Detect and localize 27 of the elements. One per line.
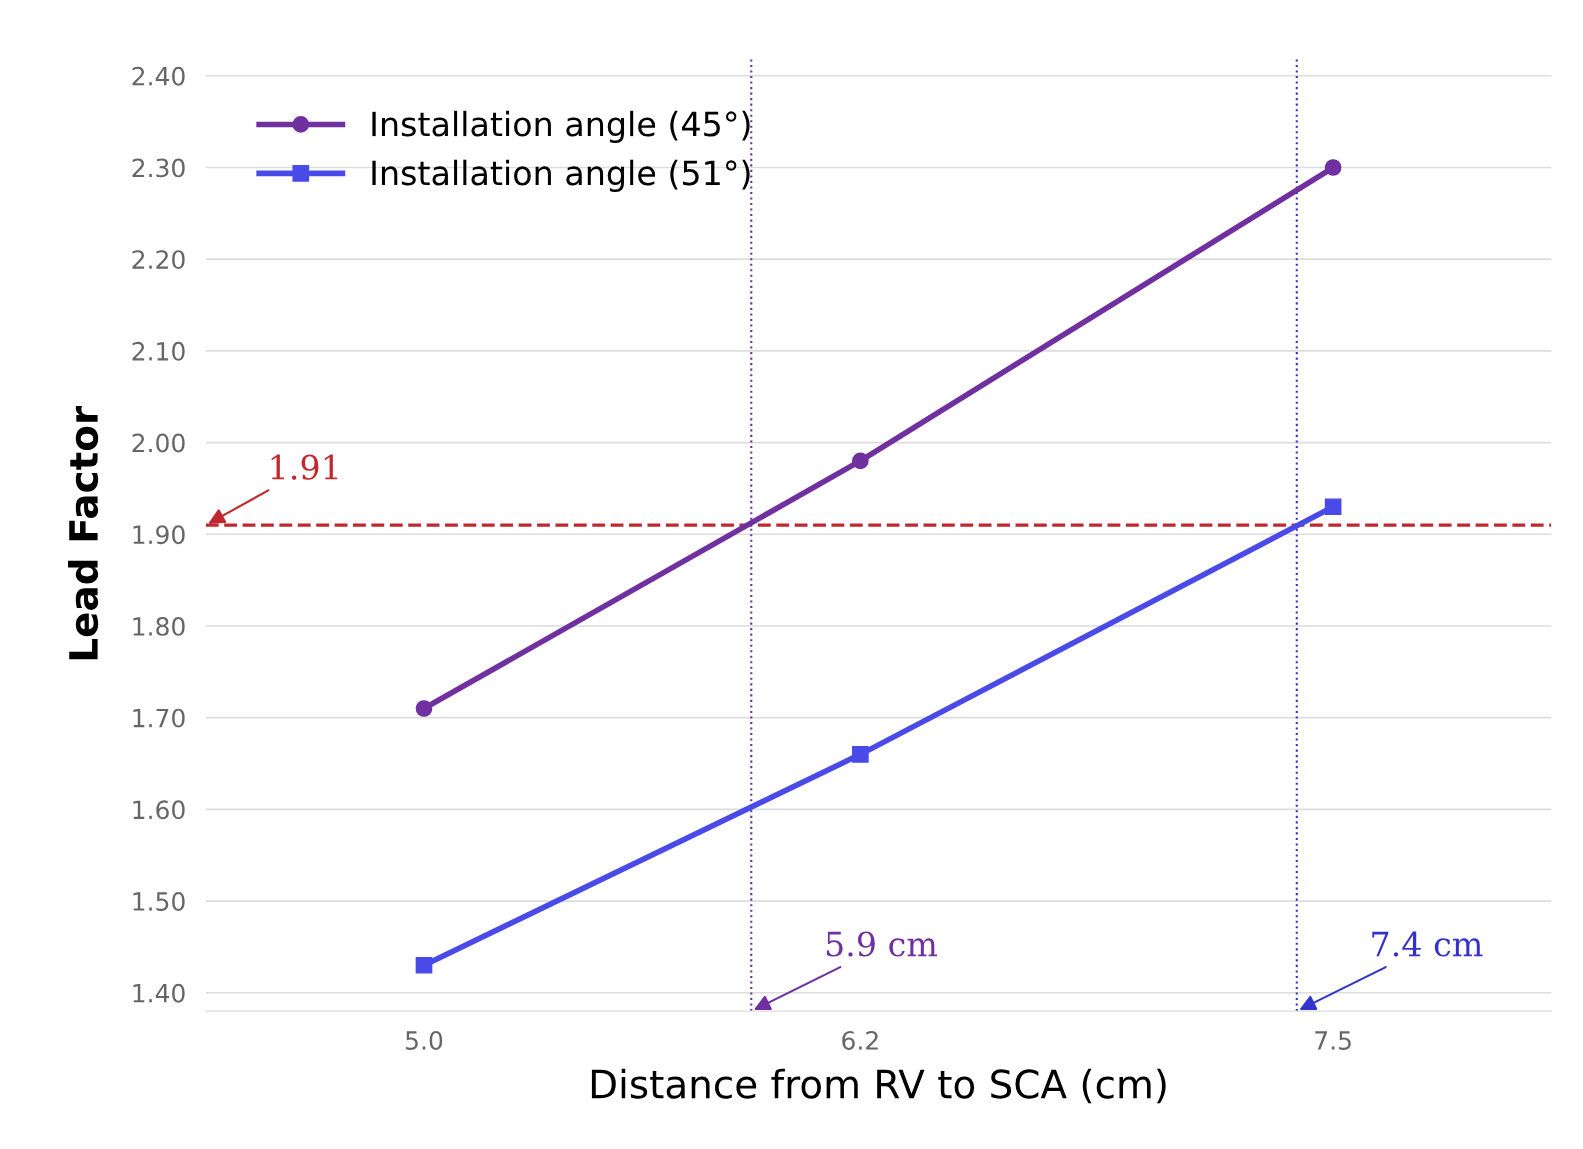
ref-line-label: 1.91: [271, 454, 338, 480]
y-tick-label: 2.00: [132, 433, 185, 453]
y-tick-label: 2.40: [132, 66, 185, 86]
x-tick-label: 5.0: [406, 1031, 443, 1050]
point: [415, 700, 433, 717]
y-tick-label: 1.80: [133, 616, 185, 636]
point: [415, 956, 433, 974]
y-tick-label: 1.60: [133, 800, 185, 820]
point: [852, 452, 869, 470]
x-tick-label: 6.2: [842, 1031, 878, 1050]
ref-line-label: 7.4 cm: [1372, 931, 1483, 957]
y-tick-label: 2.20: [132, 250, 185, 270]
y-tick-label: 1.50: [133, 892, 185, 911]
y-tick-label: 1.40: [133, 983, 185, 1003]
y-tick-label: 1.70: [133, 708, 185, 728]
ref-line-label: 5.9 cm: [826, 931, 937, 957]
x-axis-title: Distance from RV to SCA (cm): [591, 1068, 1166, 1104]
point: [1324, 159, 1342, 176]
y-tick-label: 2.30: [132, 158, 185, 178]
y-tick-label: 2.10: [132, 341, 185, 361]
legend-label: Installation angle (51°): [372, 159, 750, 192]
point: [1324, 498, 1342, 516]
x-tick-label: 7.5: [1315, 1031, 1351, 1050]
legend-label: Installation angle (45°): [372, 110, 750, 144]
y-axis-title: Lead Factor: [68, 405, 99, 660]
y-tick-label: 1.90: [133, 525, 185, 545]
point: [852, 746, 869, 763]
